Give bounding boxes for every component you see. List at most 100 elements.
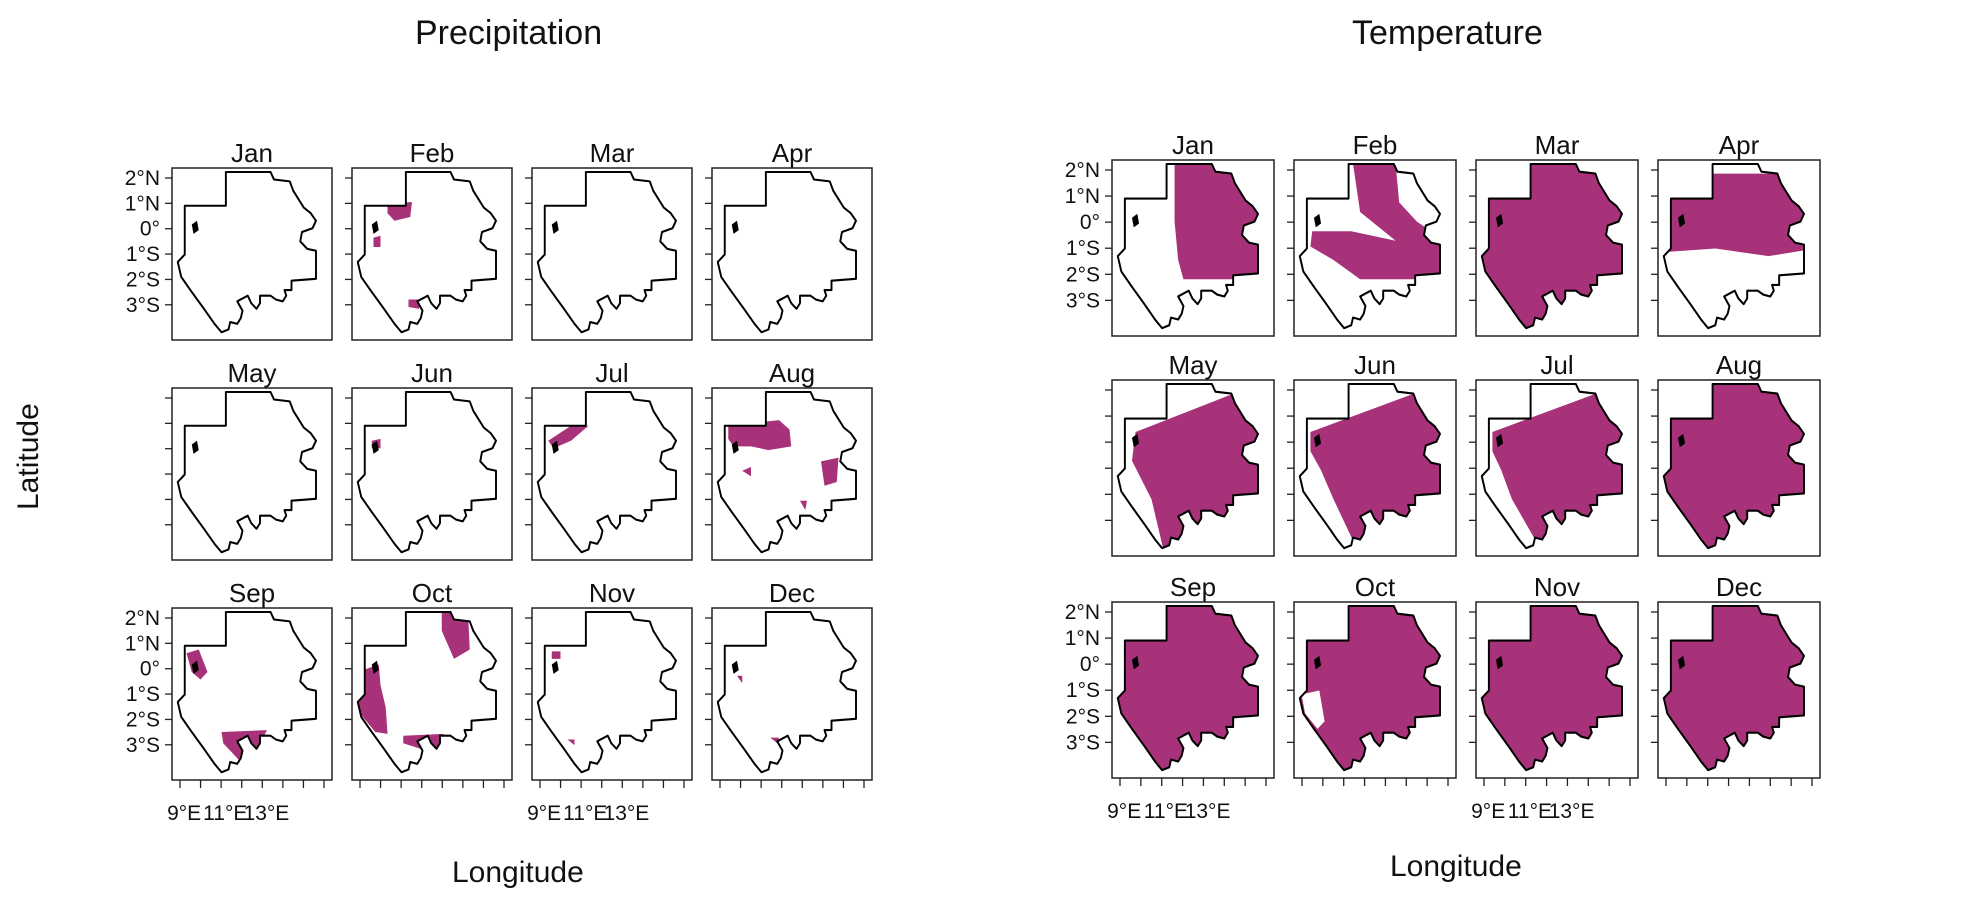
precipitation-lat-tick: 3°S [126,734,160,757]
temperature-lon-tick: 13°E [1185,800,1231,823]
country-outline [356,170,497,334]
precipitation-month-label: Mar [590,138,635,168]
precipitation-panel-may: May [165,358,333,561]
panel-frame [711,167,873,341]
temperature-highlight-area [1117,606,1259,771]
country-outline [716,610,857,774]
temperature-panel-oct: Oct [1287,572,1457,786]
precipitation-panel-jul: Jul [525,358,693,561]
precipitation-lon-tick: 9°E [167,802,201,825]
precipitation-month-label: Feb [410,138,455,168]
temperature-panel-feb: Feb [1287,130,1457,337]
country-outline [1480,382,1623,550]
country-outline [536,610,677,774]
temperature-lat-tick: 2°N [1065,159,1100,182]
precipitation-month-label: May [227,358,276,388]
precipitation-lat-tick: 2°N [125,167,160,190]
precipitation-panel-dec: Dec [705,578,873,788]
temperature-lat-tick: 2°N [1065,601,1100,624]
temperature-panel-jan: Jan 2°N 1°N 0° 1°S 2°S 3°S [1065,130,1275,337]
precipitation-lon-tick: 13°E [604,802,650,825]
temperature-panel-apr: Apr [1651,130,1821,337]
panel-frame [531,167,693,341]
precipitation-xlabel: Longitude [452,856,584,889]
precipitation-lon-tick: 13°E [244,802,290,825]
temperature-lat-tick: 2°S [1066,263,1100,286]
country-outline [1298,604,1441,772]
panel-frame [531,607,693,781]
panel-frame [711,387,873,561]
precipitation-panel-nov: Nov 9°E 11°E13°E [525,578,693,825]
panel-frame [171,607,333,781]
precipitation-title: Precipitation [415,14,603,52]
temperature-highlight-area [1131,384,1259,549]
temperature-month-label: Nov [1534,572,1580,602]
temperature-lat-tick: 1°N [1065,185,1100,208]
country-outline [1298,382,1441,550]
country-outline [1480,604,1623,772]
temperature-panel-aug: Aug [1651,350,1821,557]
temperature-month-label: Jun [1354,350,1396,380]
temperature-panel-may: May [1105,350,1275,557]
precipitation-month-label: Nov [589,578,635,608]
precipitation-lat-tick: 0° [140,218,160,241]
temperature-panel-jun: Jun [1287,350,1457,557]
panel-frame [351,167,513,341]
country-outline [1662,604,1805,772]
temperature-lon-tick: 13°E [1549,800,1595,823]
temperature-lon-tick: 11°E [1508,800,1552,823]
precipitation-lat-tick: 2°S [126,268,160,291]
precipitation-month-label: Dec [769,578,815,608]
temperature-month-label: Sep [1170,572,1216,602]
country-outline [1480,162,1623,330]
precipitation-month-label: Aug [769,358,815,388]
country-outline [1662,382,1805,550]
panel-frame [171,387,333,561]
temperature-panel-mar: Mar [1469,130,1639,337]
temperature-lon-tick: 9°E [1107,800,1141,823]
temperature-title: Temperature [1352,14,1543,52]
panel-frame [711,607,873,781]
precipitation-panel-sep: Sep 2°N1°N 0°1°S2°S 3°S 9°E 11°E13°E [125,578,333,825]
temperature-xlabel: Longitude [1390,850,1522,883]
country-outline [536,170,677,334]
temperature-panel-jul: Jul [1469,350,1639,557]
country-outline [1298,162,1441,330]
temperature-month-label: May [1168,350,1217,380]
temperature-lat-tick: 3°S [1066,289,1100,312]
precipitation-lat-tick: 3°S [126,294,160,317]
country-outline [356,390,497,554]
precipitation-month-label: Jul [595,358,628,388]
precipitation-panel-jan: Jan 2°N1°N 0°1°S2°S 3°S [125,138,333,341]
country-outline [1116,382,1259,550]
temperature-lat-tick: 3°S [1066,731,1100,754]
precipitation-month-label: Jun [411,358,453,388]
precipitation-panel-feb: Feb [345,138,513,341]
temperature-lat-tick: 0° [1080,211,1100,234]
temperature-highlight-area [1174,164,1258,280]
temperature-highlight-area [1663,606,1805,771]
country-outline [716,390,857,554]
precipitation-lat-tick: 1°N [125,632,160,655]
precipitation-month-label: Apr [772,138,813,168]
temperature-lat-tick: 0° [1080,653,1100,676]
temperature-month-label: Aug [1716,350,1762,380]
temperature-month-label: Jan [1172,130,1214,160]
temperature-month-label: Apr [1719,130,1760,160]
precipitation-month-label: Sep [229,578,275,608]
panel-frame [171,167,333,341]
panel-frame [351,387,513,561]
temperature-highlight-area [1481,606,1623,771]
panel-frame [531,387,693,561]
country-outline [536,390,677,554]
country-outline [176,610,317,774]
precipitation-panel-aug: Aug [705,358,873,561]
country-outline [1662,162,1805,330]
temperature-panel-dec: Dec [1651,572,1821,786]
temperature-lat-tick: 1°N [1065,627,1100,650]
temperature-highlight-area [1492,384,1623,549]
precipitation-lat-tick: 1°N [125,192,160,215]
precipitation-highlight-area [551,651,575,746]
temperature-highlight-area [1310,164,1440,280]
